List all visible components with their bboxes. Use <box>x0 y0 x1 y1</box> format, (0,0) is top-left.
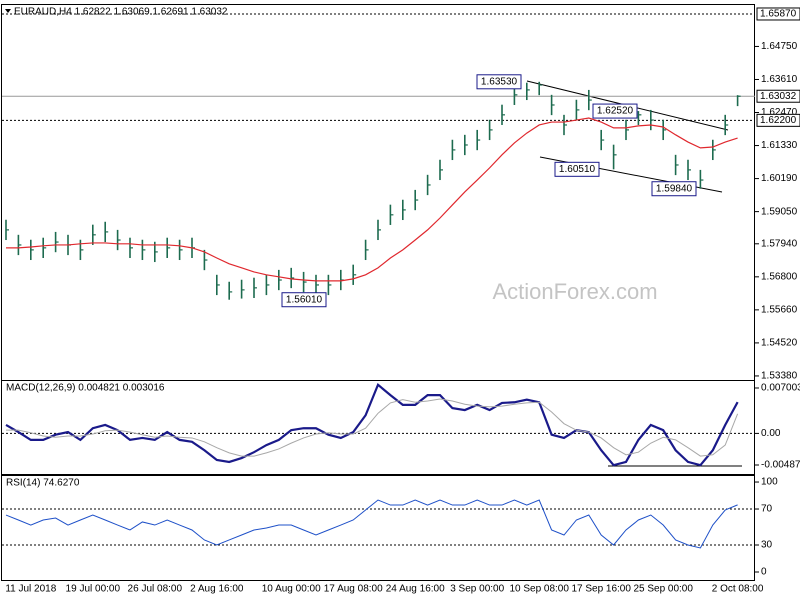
y-tick-label: 0 <box>761 567 767 578</box>
x-tick-label: 17 Aug 08:00 <box>324 584 383 595</box>
rsi-pane <box>1 475 755 581</box>
x-tick-label: 26 Jul 08:00 <box>128 584 183 595</box>
annotation-label: 1.62520 <box>597 106 634 117</box>
annotation-label: 1.59840 <box>656 183 693 194</box>
x-tick-label: 2 Aug 16:00 <box>190 584 244 595</box>
level-label: 1.62200 <box>760 115 797 126</box>
y-tick-label: 1.62470 <box>761 107 798 118</box>
y-tick-label: 1.59050 <box>761 206 798 217</box>
watermark: ActionForex.com <box>492 279 657 304</box>
x-tick-label: 11 Jul 2018 <box>5 584 56 595</box>
y-tick-label: 0.007003 <box>761 383 800 394</box>
x-tick-label: 10 Aug 00:00 <box>262 584 321 595</box>
y-tick-label: 1.57940 <box>761 238 798 249</box>
x-tick-label: 24 Aug 16:00 <box>386 584 445 595</box>
annotation-label: 1.60510 <box>559 164 596 175</box>
y-tick-label: 1.53380 <box>761 371 798 382</box>
moving-average <box>6 117 738 282</box>
annotation-label: 1.56010 <box>286 294 323 305</box>
indicator-line <box>5 382 739 467</box>
annotation-label: 1.63530 <box>481 76 518 87</box>
y-tick-label: 1.54520 <box>761 338 798 349</box>
indicator-line <box>5 499 738 549</box>
level-label-box <box>756 113 800 127</box>
pane-title: EURAUD,H4 1.62822 1.63069 1.62691 1.6303… <box>14 7 228 18</box>
y-tick-label: 100 <box>761 477 778 488</box>
y-tick-label: 1.64750 <box>761 41 798 52</box>
level-label: 1.65870 <box>760 9 797 20</box>
menu-arrow <box>5 9 11 13</box>
x-tick-label: 25 Sep 00:00 <box>633 584 693 595</box>
x-tick-label: 19 Jul 00:00 <box>66 584 121 595</box>
y-tick-label: 1.63610 <box>761 74 798 85</box>
x-tick-label: 10 Sep 08:00 <box>509 584 569 595</box>
level-label: 1.63032 <box>760 91 797 102</box>
annotation-box <box>651 181 697 197</box>
y-tick-label: -0.004873 <box>761 460 800 471</box>
x-tick-label: 3 Sep 00:00 <box>450 584 504 595</box>
y-tick-label: 0.00 <box>761 428 781 439</box>
annotation-box <box>476 74 522 90</box>
x-tick-label: 17 Sep 16:00 <box>571 584 631 595</box>
y-tick-label: 1.55660 <box>761 305 798 316</box>
annotation-box <box>554 161 600 177</box>
level-label-box <box>756 7 800 21</box>
pane-title: RSI(14) 74.6270 <box>6 478 80 489</box>
y-tick-label: 30 <box>761 540 773 551</box>
x-tick-label: 2 Oct 08:00 <box>712 584 764 595</box>
y-tick-label: 1.56800 <box>761 271 798 282</box>
level-label-box <box>756 89 800 103</box>
y-tick-label: 1.61330 <box>761 140 798 151</box>
indicator-line <box>6 398 739 457</box>
y-tick-label: 1.60190 <box>761 173 798 184</box>
pane-title: MACD(12,26,9) 0.004821 0.003016 <box>6 383 165 394</box>
annotation-box <box>281 292 327 308</box>
annotation-box <box>592 103 638 119</box>
macd-pane <box>1 380 755 475</box>
y-tick-label: 70 <box>761 504 773 515</box>
